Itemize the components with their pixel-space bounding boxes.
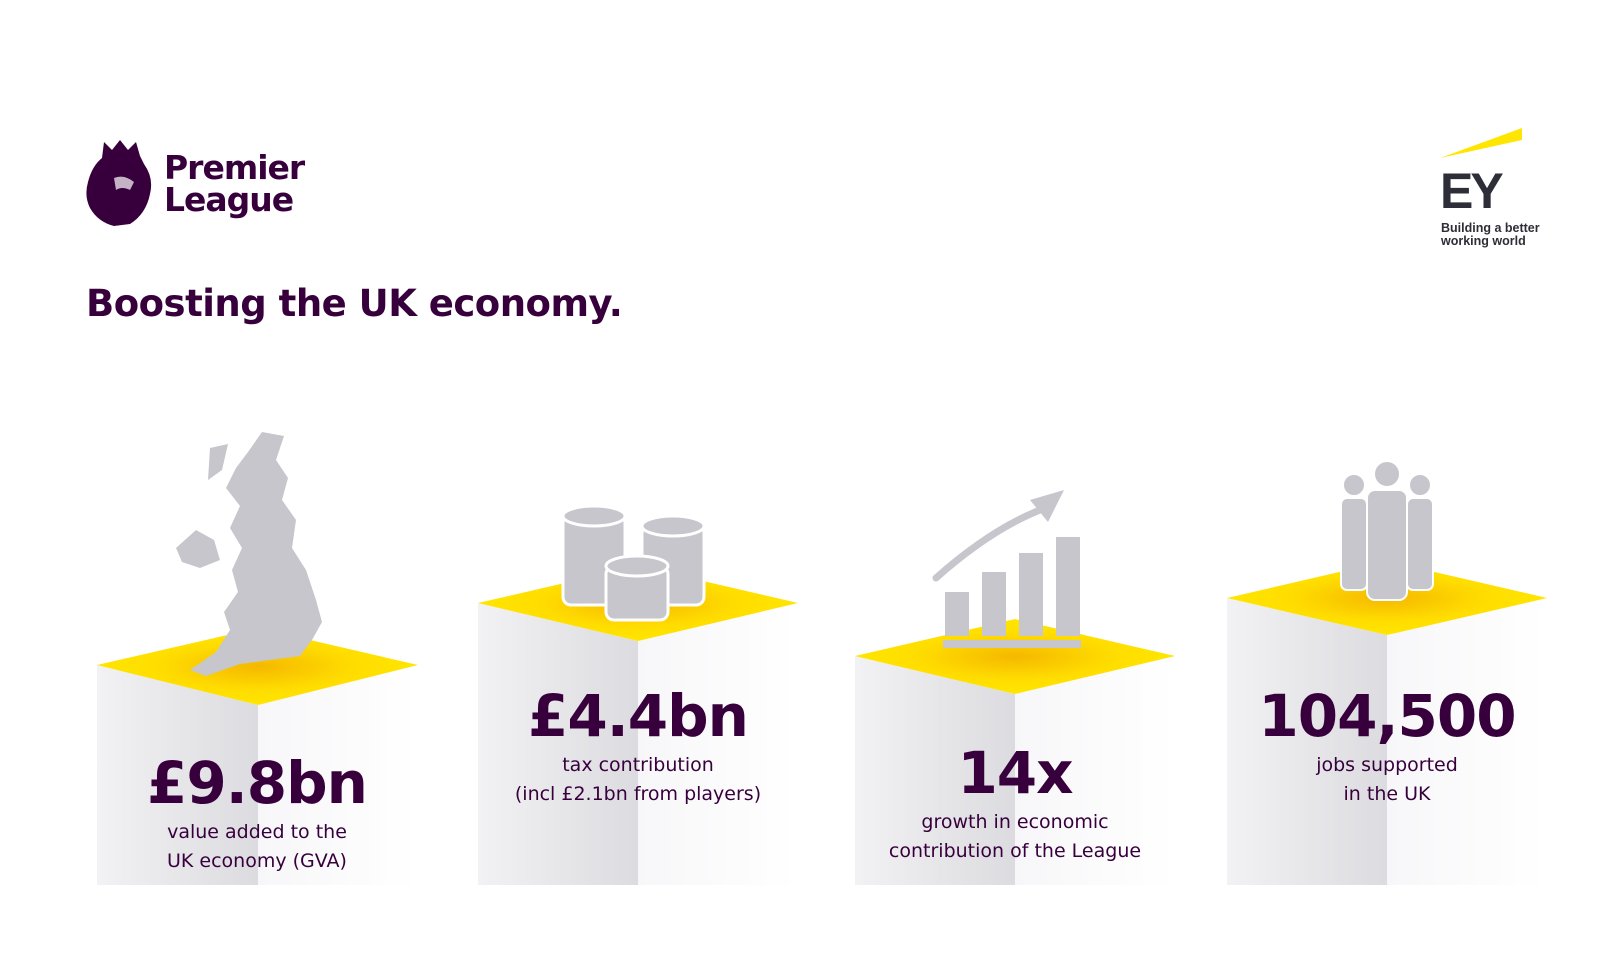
stat-desc-line2: in the UK	[1343, 783, 1431, 805]
stat-desc-line2: (incl £2.1bn from players)	[514, 783, 762, 805]
growth-chart-icon	[932, 490, 1081, 648]
ey-tagline-line1: Building a better	[1441, 221, 1540, 235]
uk-map-icon	[176, 432, 322, 676]
coins-icon	[561, 504, 706, 622]
stat-desc-line1: jobs supported	[1316, 754, 1458, 776]
stat-desc-line2: UK economy (GVA)	[167, 850, 347, 872]
stat-desc-line1: value added to the	[167, 821, 347, 843]
page-title: Boosting the UK economy.	[86, 282, 623, 325]
bottom-mask	[0, 885, 1604, 965]
ey-beam-icon	[1440, 128, 1522, 158]
people-icon	[1340, 460, 1434, 601]
stat-desc-line2: contribution of the League	[888, 840, 1142, 862]
pedestal-2	[478, 566, 798, 885]
stat-desc-line1: growth in economic	[921, 811, 1109, 833]
ey-logo: EY	[1440, 163, 1504, 219]
stat-value: £4.4bn	[528, 682, 749, 750]
stat-value: £9.8bn	[147, 749, 368, 817]
stat-value: 104,500	[1258, 682, 1516, 750]
premier-league-logo: Premier League	[84, 138, 305, 232]
stat-growth: 14x growth in economic contribution of t…	[855, 738, 1175, 866]
brand-line2: League	[164, 180, 294, 219]
ey-tagline-line2: working world	[1441, 234, 1526, 248]
stat-desc-line1: tax contribution	[562, 754, 714, 776]
lion-icon	[86, 140, 152, 226]
stat-value: 14x	[957, 739, 1073, 807]
pedestal-4	[1227, 561, 1547, 885]
stat-jobs: 104,500 jobs supported in the UK	[1227, 681, 1547, 809]
brand-line1: Premier	[164, 148, 305, 187]
stat-tax: £4.4bn tax contribution (incl £2.1bn fro…	[478, 681, 798, 809]
stat-gva: £9.8bn value added to the UK economy (GV…	[97, 748, 417, 876]
pedestal-3	[855, 619, 1175, 885]
ey-tagline: Building a better working world	[1441, 222, 1540, 248]
pedestal-1	[97, 628, 418, 885]
